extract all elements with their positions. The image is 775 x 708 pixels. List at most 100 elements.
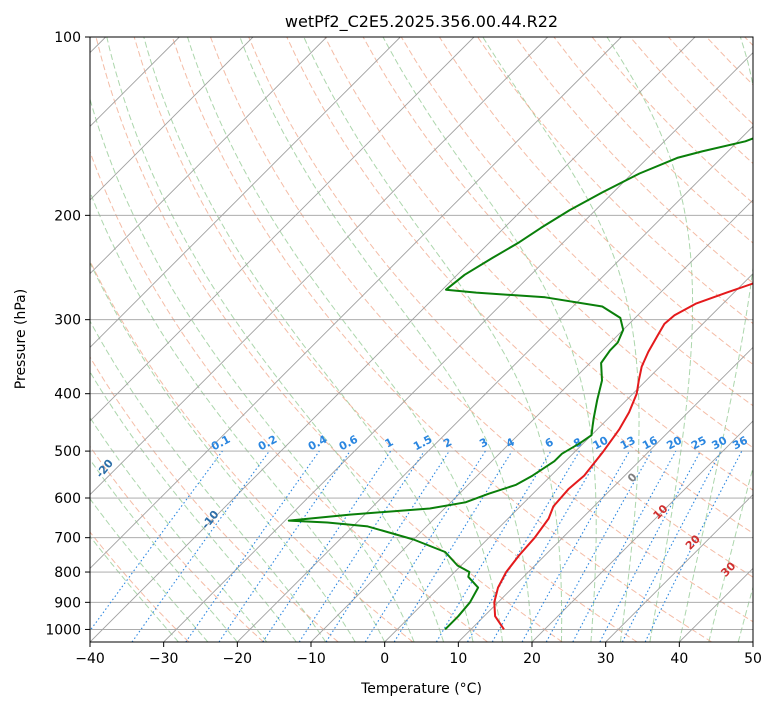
dry-adiabat xyxy=(95,37,563,642)
mixing-ratio-label: 30 xyxy=(710,434,730,453)
moist-adiabat-label: 20 xyxy=(683,532,703,552)
mixing-ratio-line xyxy=(298,450,425,642)
x-tick-label: 40 xyxy=(670,651,688,667)
moist-adiabat xyxy=(482,37,640,642)
mixing-ratio-line xyxy=(545,450,653,642)
chart-title: wetPf2_C2E5.2025.356.00.44.R22 xyxy=(285,12,558,32)
dry-adiabat xyxy=(90,531,190,642)
isotherm xyxy=(310,199,753,642)
y-tick-label: 400 xyxy=(54,387,81,403)
moist-adiabat xyxy=(187,37,503,642)
sounding-profiles xyxy=(287,137,753,631)
mixing-ratio-line xyxy=(185,450,320,642)
y-tick-label: 900 xyxy=(54,595,81,611)
moist-adiabat-label: 10 xyxy=(651,502,671,522)
mixing-ratio-label: 1.5 xyxy=(411,433,434,454)
isotherm xyxy=(531,420,753,642)
y-axis: 100 200 300 400 500 600 700 800 900 1000 xyxy=(45,30,90,638)
mixing-ratio-line xyxy=(90,450,223,632)
x-tick-label: −10 xyxy=(296,651,326,667)
dry-adiabat xyxy=(210,37,753,623)
mixing-ratio-label: 36 xyxy=(730,434,750,453)
isotherm xyxy=(90,37,548,496)
isotherm xyxy=(90,37,401,348)
plot-frame xyxy=(89,36,754,643)
mixing-ratio-line xyxy=(325,450,450,642)
x-axis-title: Temperature (°C) xyxy=(360,681,482,697)
mixing-ratio-label: 3 xyxy=(477,435,490,450)
mixing-ratio-label: 0.1 xyxy=(209,433,232,454)
x-tick-label: 50 xyxy=(744,651,762,667)
moist-adiabat xyxy=(106,37,445,642)
moist-adiabat xyxy=(90,370,297,642)
moist-adiabat xyxy=(90,458,238,642)
x-tick-label: 0 xyxy=(380,651,389,667)
mixing-ratio-label: 13 xyxy=(618,434,638,453)
dry-adiabat xyxy=(248,37,753,578)
y-tick-label: 700 xyxy=(54,531,81,547)
y-tick-label: 600 xyxy=(54,491,81,507)
dry-adiabat xyxy=(515,37,753,284)
mixing-ratio-labels: 0.1 0.2 0.4 0.6 1 1.5 2 3 4 6 8 10 13 16 20 25 30 36 xyxy=(209,433,750,454)
x-axis: −40 −30 −20 −10 0 10 20 30 40 50 xyxy=(75,642,762,667)
y-tick-label: 800 xyxy=(54,565,81,581)
dry-adiabat xyxy=(90,356,339,642)
x-tick-label: 30 xyxy=(597,651,615,667)
mixing-ratio-line xyxy=(435,450,552,642)
isotherm xyxy=(605,494,753,642)
isotherm xyxy=(237,125,753,642)
dry-adiabat-label: -30 xyxy=(0,405,23,429)
mixing-ratio-line xyxy=(262,450,392,642)
x-tick-label: 10 xyxy=(449,651,467,667)
mixing-ratio-label: 1 xyxy=(383,435,396,450)
y-axis-title: Pressure (hPa) xyxy=(13,289,29,389)
moist-adiabat xyxy=(606,37,694,642)
moist-adiabat xyxy=(303,37,563,642)
dry-adiabat xyxy=(744,37,753,47)
moist-adiabat xyxy=(737,585,753,642)
moist-adiabat xyxy=(90,261,356,642)
isotherm xyxy=(90,37,327,275)
moist-adiabat xyxy=(239,37,533,642)
isotherm xyxy=(384,273,753,642)
x-tick-label: −30 xyxy=(149,651,179,667)
dry-adiabat xyxy=(90,150,488,642)
y-tick-label: 100 xyxy=(54,30,81,46)
y-tick-label: 300 xyxy=(54,313,81,329)
mixing-ratio-label: 16 xyxy=(640,434,660,453)
isotherm xyxy=(752,641,753,642)
isotherm xyxy=(90,37,254,201)
x-tick-label: −20 xyxy=(223,651,253,667)
moist-adiabat xyxy=(768,37,775,642)
temperature-profile xyxy=(493,282,753,630)
isotherm xyxy=(163,52,753,642)
dry-adiabat-label: -20 xyxy=(93,457,116,481)
mixing-ratio-line xyxy=(218,450,351,642)
y-tick-label: 1000 xyxy=(45,622,81,638)
moist-adiabat-label: 30 xyxy=(718,559,738,579)
moist-adiabat-label: 40 xyxy=(756,584,775,604)
isotherm xyxy=(90,37,475,422)
dry-adiabat xyxy=(90,445,264,642)
mixing-ratio-line xyxy=(572,450,677,642)
mixing-ratio-line xyxy=(644,450,743,642)
isotherm xyxy=(90,37,622,569)
mixing-ratio-label: 10 xyxy=(591,434,611,453)
moist-adiabat xyxy=(90,497,209,642)
mixing-ratio-label: 0.4 xyxy=(306,433,330,454)
isotherm xyxy=(90,37,696,642)
moist-adiabat xyxy=(90,416,268,642)
dry-adiabat xyxy=(438,37,753,366)
isotherm xyxy=(458,346,753,642)
mixing-ratio-label: 0.2 xyxy=(256,433,279,454)
dewpoint-profile xyxy=(287,137,753,631)
mixing-ratio-label: 6 xyxy=(543,435,556,450)
x-tick-label: −40 xyxy=(75,651,105,667)
mixing-ratio-label: 0.6 xyxy=(337,433,361,454)
mixing-ratio-line xyxy=(131,450,270,642)
dry-adiabat xyxy=(668,37,753,125)
dry-adiabat xyxy=(706,37,753,86)
background-lines xyxy=(90,37,775,642)
